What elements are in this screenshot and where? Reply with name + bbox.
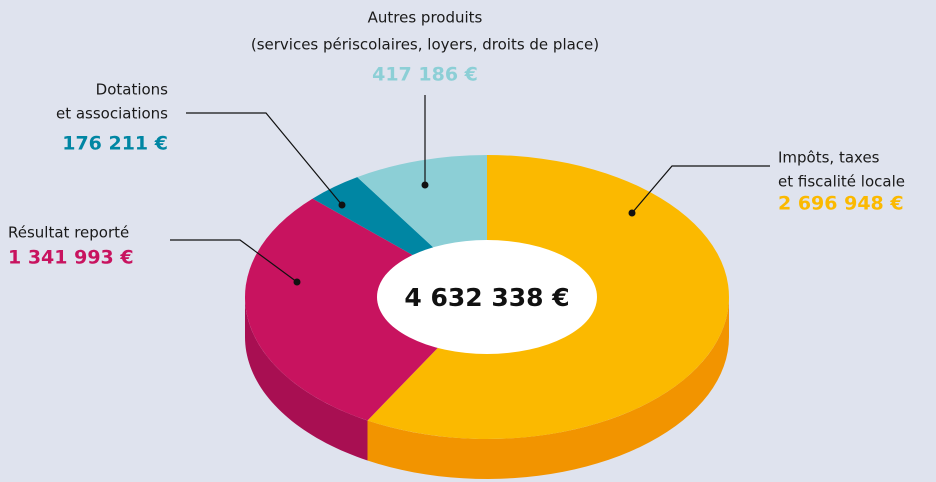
value-label: 2 696 948 €	[778, 193, 904, 215]
leader-line	[170, 239, 298, 283]
slice-label: et fiscalité locale	[778, 173, 905, 191]
slice-label: (services périscolaires, loyers, droits …	[251, 36, 599, 54]
slice-side	[367, 297, 729, 479]
center-hole	[377, 240, 597, 354]
value-label: 176 211 €	[62, 133, 168, 155]
leader-line	[631, 165, 770, 214]
leader-dot	[421, 181, 429, 189]
slice	[244, 198, 487, 421]
slice-side	[245, 297, 368, 461]
leader-dot	[338, 201, 346, 209]
slice-label: Impôts, taxes	[778, 149, 880, 167]
center-label: 4 632 338 €	[404, 283, 569, 312]
slice-label: et associations	[56, 105, 168, 123]
value-label: 1 341 993 €	[8, 247, 134, 269]
slice-label: Résultat reporté	[8, 224, 129, 242]
slice-label: Autres produits	[368, 9, 483, 27]
value-label: 417 186 €	[372, 64, 478, 86]
slice-label: Dotations	[96, 81, 169, 99]
leader-line	[186, 112, 343, 206]
leader-dot	[293, 278, 301, 286]
leader-dot	[628, 209, 636, 217]
